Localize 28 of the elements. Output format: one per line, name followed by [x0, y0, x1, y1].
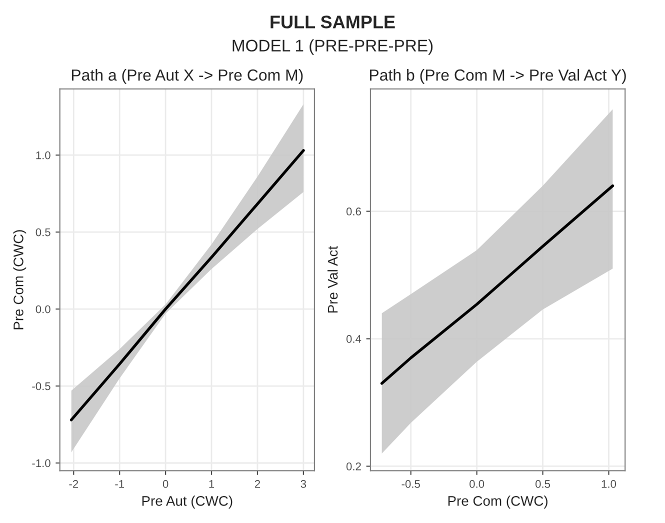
x-tick-label: 3: [300, 480, 306, 488]
x-tick-label: 1: [209, 480, 214, 488]
y-tick-label: -1.0: [32, 459, 50, 468]
x-axis-title: Pre Com (CWC): [448, 496, 548, 509]
y-axis-title: Pre Com (CWC): [13, 230, 26, 330]
y-tick-label: 0.2: [346, 462, 361, 470]
x-axis-title: Pre Aut (CWC): [142, 496, 232, 509]
line-series: [380, 184, 614, 385]
line-series: [70, 149, 305, 422]
y-tick-label: 0.0: [36, 305, 50, 314]
y-tick-label: 0.5: [36, 228, 50, 236]
x-tick-label: 1.0: [602, 480, 616, 488]
x-tick-label: 0.0: [470, 480, 484, 488]
y-tick-label: -0.5: [32, 382, 50, 390]
x-tick-label: -0.5: [402, 480, 420, 488]
x-tick-label: 0.5: [535, 480, 550, 488]
chart-title: Path a (Pre Aut X -> Pre Com M): [72, 69, 303, 84]
text: FULL SAMPLE: [270, 16, 395, 28]
y-tick-label: 1.0: [36, 151, 50, 160]
text: MODEL 1 (PRE-PRE-PRE): [232, 39, 433, 55]
x-tick-label: 0: [162, 480, 168, 488]
x-tick-label: -1: [115, 480, 124, 488]
x-tick-label: -2: [69, 480, 78, 488]
y-tick-label: 0.6: [346, 208, 361, 216]
y-axis-title: Pre Val Act: [328, 246, 338, 313]
y-tick-label: 0.4: [346, 335, 362, 343]
chart-title: Path b (Pre Com M -> Pre Val Act Y): [370, 69, 626, 84]
x-tick-label: 2: [254, 480, 260, 488]
